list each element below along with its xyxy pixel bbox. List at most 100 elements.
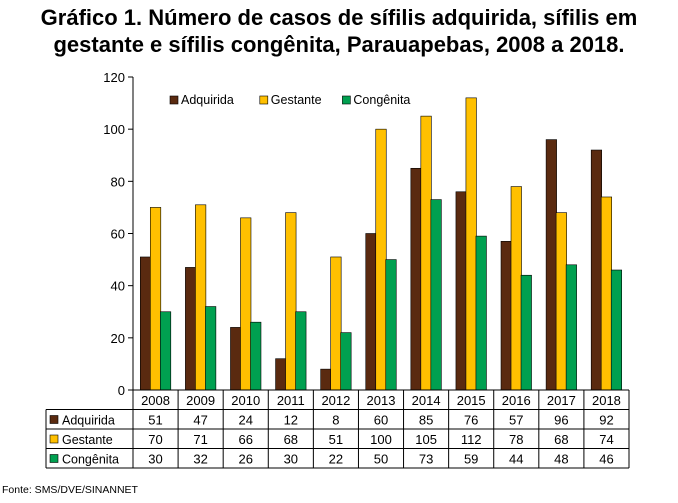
bar-congenita-2009 [205,306,217,391]
bar-gestante-2014 [420,115,432,391]
y-tick-label: 20 [111,331,125,346]
bar-congenita-2010 [250,321,262,391]
bar-gestante-2016 [510,186,522,391]
table-value-cell: 51 [329,432,343,447]
bar-adquirida-2010 [230,327,242,391]
legend-swatch [169,95,179,105]
table-value-cell: 76 [464,413,478,428]
table-value-cell: 50 [374,452,388,467]
bar-congenita-2015 [475,235,487,391]
y-tick-label: 120 [103,70,125,85]
bar-adquirida-2013 [365,233,377,391]
table-value-cell: 24 [238,413,252,428]
table-value-cell: 92 [599,413,613,428]
chart-title-line2: gestante e sífilis congênita, Parauapeba… [53,32,625,57]
table-value-cell: 60 [374,413,388,428]
table-value-cell: 100 [370,432,392,447]
table-value-cell: 30 [284,452,298,467]
table-value-cell: 47 [193,413,207,428]
bar-adquirida-2017 [545,139,557,391]
bar-adquirida-2008 [139,256,152,391]
table-value-cell: 30 [148,452,162,467]
y-tick-label: 0 [118,383,125,398]
table-series-label: Congênita [62,453,119,467]
bar-gestante-2008 [149,207,162,391]
table-value-cell: 85 [419,413,433,428]
y-tick-label: 40 [111,279,125,294]
legend-label: Gestante [271,93,322,107]
table-value-cell: 12 [284,413,298,428]
y-tick-label: 80 [111,174,125,189]
bar-adquirida-2011 [275,358,287,391]
bar-congenita-2014 [430,199,442,391]
bar-adquirida-2018 [590,149,603,391]
bar-gestante-2017 [555,212,567,391]
legend-swatch [342,95,351,105]
table-value-cell: 46 [599,452,613,467]
table-value-cell: 8 [332,413,339,428]
bar-gestante-2015 [465,97,477,391]
table-legend-swatch [49,454,59,463]
bar-gestante-2011 [285,212,297,391]
bar-adquirida-2009 [185,267,197,391]
bar-congenita-2012 [340,332,352,391]
x-category-label: 2008 [141,393,170,408]
x-category-label: 2010 [231,393,260,408]
table-value-cell: 44 [509,452,523,467]
bar-adquirida-2015 [455,191,467,391]
bar-gestante-2012 [330,256,342,391]
bar-adquirida-2014 [410,167,422,391]
y-tick-label: 100 [103,122,125,137]
bar-congenita-2008 [159,311,172,391]
bar-gestante-2010 [240,217,252,391]
table-value-cell: 96 [554,413,568,428]
bar-gestante-2018 [600,196,613,391]
table-value-cell: 51 [148,413,162,428]
table-value-cell: 71 [193,432,207,447]
y-tick-label: 60 [111,227,125,242]
x-category-label: 2011 [277,393,305,408]
table-value-cell: 22 [329,452,343,467]
table-value-cell: 78 [509,432,523,447]
x-category-label: 2012 [321,393,350,408]
table-value-cell: 26 [238,452,252,467]
table-value-cell: 74 [599,432,613,447]
bar-adquirida-2016 [500,241,512,391]
chart-title: Gráfico 1. Número de casos de sífilis ad… [0,4,678,58]
table-value-cell: 70 [148,432,162,447]
source-note: Fonte: SMS/DVE/SINANNET [2,484,138,496]
x-category-label: 2013 [367,393,396,408]
x-category-label: 2017 [547,393,576,408]
x-category-label: 2016 [502,393,531,408]
table-value-cell: 66 [238,432,252,447]
bar-congenita-2013 [385,259,397,391]
bar-congenita-2016 [520,274,532,391]
table-value-cell: 68 [554,432,568,447]
table-value-cell: 57 [509,413,523,428]
x-category-label: 2014 [412,393,441,408]
chart-title-line1: Gráfico 1. Número de casos de sífilis ad… [40,5,638,30]
table-value-cell: 73 [419,452,433,467]
legend-label: Adquirida [181,93,234,107]
x-category-label: 2018 [592,393,621,408]
bar-congenita-2017 [565,264,577,391]
bar-gestante-2013 [375,128,387,391]
table-value-cell: 68 [284,432,298,447]
legend-label: Congênita [353,93,410,107]
table-series-label: Gestante [62,433,113,447]
x-category-label: 2015 [457,393,486,408]
table-legend-swatch [49,415,59,424]
table-value-cell: 112 [461,432,482,447]
table-value-cell: 59 [464,452,478,467]
table-value-cell: 48 [554,452,568,467]
bar-gestante-2009 [195,204,207,391]
legend-swatch [259,95,269,105]
table-value-cell: 105 [415,432,437,447]
bar-adquirida-2012 [320,368,332,391]
table-legend-swatch [49,434,59,444]
table-series-label: Adquirida [62,414,115,428]
bar-congenita-2018 [610,269,623,391]
x-category-label: 2009 [186,393,215,408]
table-value-cell: 32 [193,452,207,467]
